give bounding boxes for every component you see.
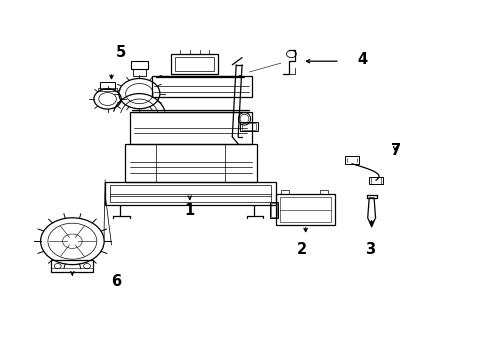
Text: 7: 7 (390, 143, 400, 158)
Bar (51, 260, 93, 272)
Bar (270, 202, 277, 218)
Bar (224, 144, 256, 182)
Polygon shape (367, 198, 375, 218)
Bar (171, 54, 217, 74)
Bar (281, 190, 288, 194)
Bar (280, 197, 330, 222)
Text: 4: 4 (357, 52, 367, 67)
Bar (320, 190, 327, 194)
Bar (98, 88, 117, 91)
Bar (241, 123, 256, 130)
Bar (131, 61, 147, 69)
Polygon shape (367, 218, 375, 227)
Bar (100, 82, 115, 89)
Text: 6: 6 (111, 274, 121, 289)
Text: 1: 1 (184, 203, 194, 218)
Text: 3: 3 (365, 242, 374, 257)
Bar (271, 203, 276, 217)
Bar (239, 122, 258, 131)
Text: 2: 2 (297, 242, 306, 257)
Bar (344, 156, 359, 164)
Bar (124, 144, 156, 182)
Bar (110, 185, 271, 202)
Bar (124, 144, 256, 182)
Bar (129, 112, 251, 144)
Bar (368, 177, 383, 184)
Bar (276, 194, 334, 225)
Bar (175, 57, 213, 71)
Bar (151, 76, 251, 97)
Bar (133, 69, 145, 76)
Bar (105, 182, 276, 205)
Text: 5: 5 (116, 45, 125, 60)
